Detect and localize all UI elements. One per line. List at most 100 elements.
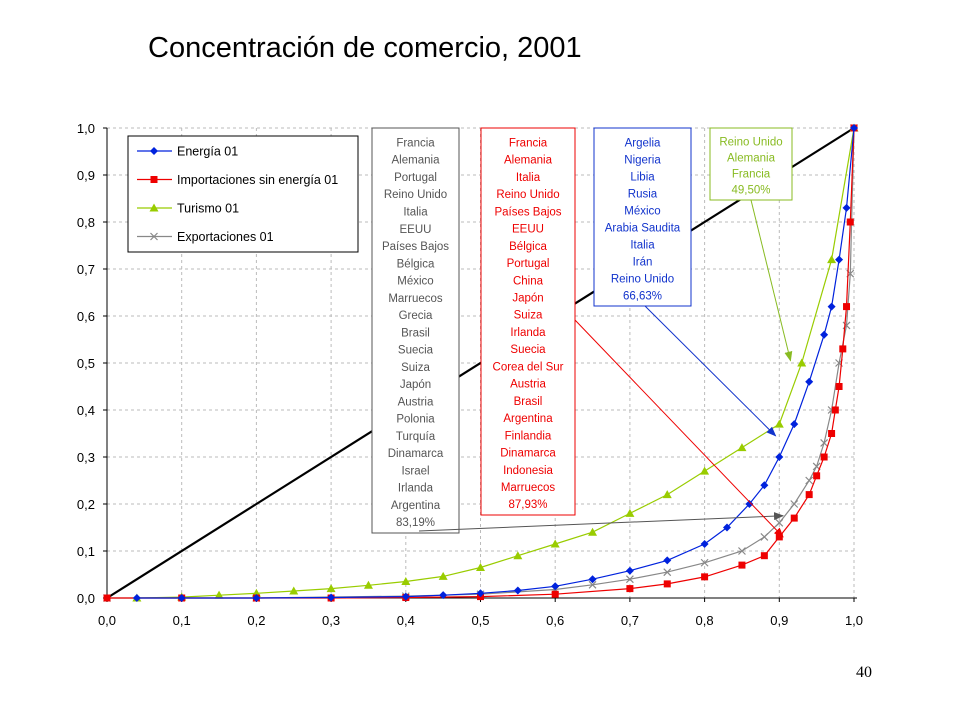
data-point-importaciones	[839, 345, 847, 353]
data-point-turismo	[513, 551, 523, 560]
data-point-importaciones	[828, 430, 836, 437]
x-tick-label: 1,0	[845, 613, 863, 628]
annotation-box-text: México	[624, 205, 660, 217]
annotation-box-text: Alemania	[504, 155, 553, 167]
annotation-box-text: 83,19%	[396, 517, 435, 529]
annotation-box-gray: Francia Alemania Portugal Reino Unido Italia…	[371, 127, 785, 534]
data-point-exportaciones	[775, 518, 784, 527]
x-tick-label: 0,8	[696, 613, 714, 628]
data-point-importaciones	[551, 590, 559, 598]
data-point-importaciones	[790, 514, 798, 522]
data-point-importaciones	[701, 573, 709, 581]
annotation-box-text: Turquía	[396, 431, 436, 443]
data-point-importaciones	[835, 383, 843, 390]
data-point-energia	[850, 124, 858, 132]
annotation-box-text: Italia	[630, 239, 655, 251]
annotation-box-text: Argelia	[625, 137, 661, 149]
data-point-turismo	[737, 443, 747, 452]
data-point-energia	[252, 594, 261, 602]
annotation-boxes: Francia Alemania Portugal Reino Unido Italia…	[371, 127, 793, 538]
tick-labels: 0,0 0,1 0,2 0,3 0,4 0,5 0,6 0,7 0,8 0,9 1,0 0,0 0,1 0…	[77, 121, 863, 628]
annotation-box-text: China	[513, 275, 544, 287]
series-energia	[132, 124, 858, 602]
data-point-energia	[820, 330, 829, 339]
data-point-energia	[790, 420, 799, 429]
data-point-energia	[439, 591, 448, 600]
annotation-box-text: Israel	[401, 465, 429, 477]
annotation-box-text: Austria	[510, 379, 546, 391]
data-point-energia	[775, 453, 784, 461]
legend-item-importaciones: Importaciones sin energía 01	[137, 173, 338, 187]
legend-label: Importaciones sin energía 01	[177, 173, 338, 187]
annotation-box-text: Italia	[403, 207, 428, 219]
legend-label: Energía 01	[177, 145, 238, 159]
data-point-importaciones	[805, 491, 813, 499]
data-point-energia	[663, 556, 672, 565]
annotation-box-text: Brasil	[514, 396, 543, 408]
annotation-box-text: Corea del Sur	[493, 361, 564, 373]
data-point-exportaciones	[588, 580, 597, 589]
annotation-box-text: Finlandia	[505, 430, 552, 442]
data-point-importaciones	[760, 552, 768, 560]
y-tick-label: 0,8	[77, 215, 95, 230]
x-tick-label: 0,2	[247, 613, 265, 628]
y-tick-label: 0,5	[77, 356, 95, 371]
data-point-turismo	[476, 562, 485, 571]
annotation-box-text: Países Bajos	[382, 241, 449, 253]
data-point-exportaciones	[663, 568, 672, 577]
x-tick-label: 0,5	[471, 613, 489, 628]
x-tick-label: 0,6	[546, 613, 564, 628]
annotation-box-text: Suecia	[510, 344, 546, 356]
series-line-importaciones	[107, 127, 855, 599]
data-point-importaciones	[626, 585, 634, 593]
data-point-energia	[588, 575, 597, 584]
annotation-box-text: Italia	[516, 172, 541, 184]
data-point-turismo	[438, 571, 448, 580]
annotation-box-text: Reino Unido	[611, 273, 674, 285]
x-tick-label: 0,1	[173, 613, 191, 628]
data-point-importaciones	[846, 218, 854, 226]
annotation-arrow	[644, 305, 777, 437]
y-tick-label: 0,4	[77, 403, 95, 418]
data-point-importaciones	[738, 561, 746, 569]
annotation-box-frame	[480, 127, 576, 516]
data-point-energia	[132, 594, 141, 602]
annotation-box-text: Marruecos	[501, 482, 556, 494]
annotation-box-text: Nigeria	[624, 154, 661, 166]
data-point-energia	[745, 500, 754, 508]
annotation-box-text: EEUU	[512, 224, 544, 236]
data-point-turismo	[774, 419, 784, 428]
annotation-box-text: Países Bajos	[494, 206, 561, 218]
y-tick-label: 1,0	[77, 121, 95, 136]
data-point-exportaciones	[805, 476, 814, 485]
y-tick-label: 0,1	[77, 544, 95, 559]
series-layer	[103, 123, 859, 602]
x-tick-label: 0,7	[621, 613, 639, 628]
data-point-exportaciones	[625, 575, 634, 584]
data-point-energia	[327, 593, 336, 602]
data-point-importaciones	[813, 472, 821, 480]
y-tick-label: 0,9	[77, 168, 95, 183]
data-point-turismo	[401, 577, 411, 586]
legend-marker	[149, 203, 159, 212]
legend-marker	[150, 232, 158, 241]
legend-label: Turismo 01	[177, 202, 239, 216]
annotation-box-text: Francia	[509, 137, 548, 149]
data-point-turismo	[827, 255, 837, 264]
annotation-box-text: Portugal	[507, 258, 550, 270]
data-point-energia	[760, 481, 769, 490]
y-tick-label: 0,7	[77, 262, 95, 277]
annotation-box-text: EEUU	[400, 224, 432, 236]
data-point-turismo	[289, 586, 299, 595]
data-point-energia	[476, 589, 485, 598]
y-tick-label: 0,0	[77, 591, 95, 606]
annotation-box-text: Francia	[732, 168, 771, 180]
annotation-box-text: Irlanda	[510, 327, 546, 339]
data-point-exportaciones	[820, 438, 829, 447]
y-tick-label: 0,2	[77, 497, 95, 512]
annotation-box-text: Japón	[400, 379, 431, 391]
data-point-energia	[723, 523, 732, 532]
data-point-exportaciones	[738, 547, 746, 555]
annotation-box-text: México	[397, 276, 433, 288]
x-tick-label: 0,9	[770, 613, 788, 628]
